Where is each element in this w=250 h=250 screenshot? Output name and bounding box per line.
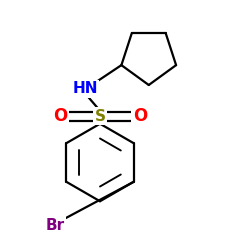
Text: S: S [94,109,106,124]
Text: Br: Br [46,218,64,232]
Text: HN: HN [72,81,98,96]
Text: O: O [133,107,147,125]
Text: O: O [53,107,67,125]
